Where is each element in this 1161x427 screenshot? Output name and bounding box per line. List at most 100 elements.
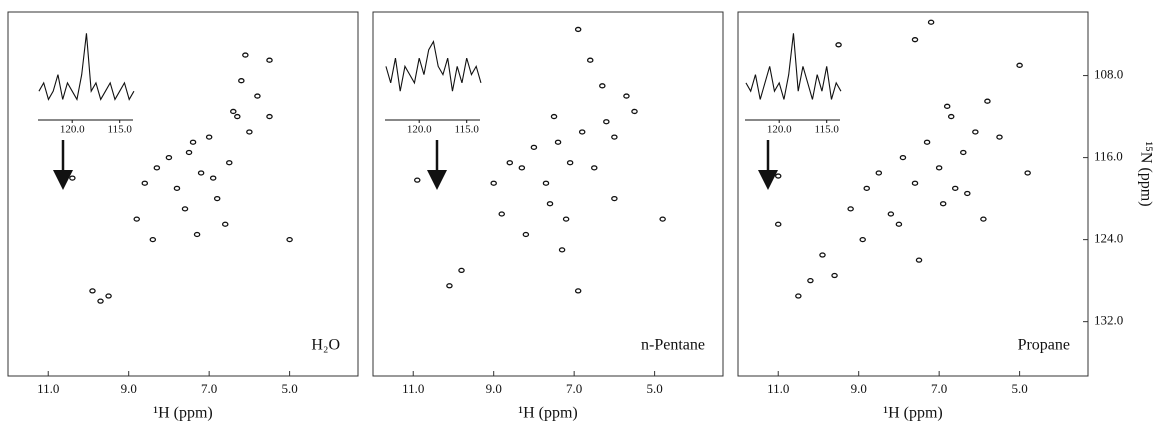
inset-tick-label: 120.0 — [407, 124, 432, 136]
peak — [927, 19, 935, 25]
x-tick-label: 7.0 — [931, 381, 947, 396]
peak — [591, 165, 598, 171]
x-tick-label: 9.0 — [486, 381, 502, 396]
peak — [230, 108, 237, 115]
peak — [133, 216, 140, 222]
peak — [611, 195, 618, 202]
peak — [899, 154, 907, 161]
peak — [458, 267, 465, 274]
peak — [542, 180, 550, 186]
peak — [631, 108, 638, 115]
peak — [185, 149, 193, 156]
peak — [238, 78, 245, 84]
peak — [935, 165, 943, 171]
peak — [819, 252, 826, 258]
peak — [89, 288, 96, 294]
peak — [911, 180, 919, 186]
peak — [562, 216, 570, 222]
peak — [254, 93, 261, 99]
peak — [875, 170, 883, 176]
inset-tick-label: 115.0 — [108, 124, 133, 136]
peak — [774, 173, 782, 179]
inset-tick-label: 115.0 — [815, 124, 840, 136]
x-tick-label: 5.0 — [646, 381, 662, 396]
y-tick-label: 116.0 — [1094, 149, 1123, 164]
peak — [859, 236, 866, 243]
peak — [964, 190, 971, 197]
peak — [972, 129, 979, 135]
inset-tick-label: 120.0 — [767, 124, 792, 136]
y-tick-label: 108.0 — [1094, 67, 1123, 82]
x-tick-label: 9.0 — [851, 381, 867, 396]
peak — [153, 165, 161, 171]
peak — [960, 149, 967, 156]
peak — [286, 236, 293, 243]
peak — [546, 201, 554, 207]
peak — [831, 272, 838, 279]
peak — [226, 160, 233, 166]
peak — [530, 144, 538, 150]
peak — [947, 113, 955, 120]
peak — [895, 221, 903, 227]
x-axis-label: ¹H (ppm) — [153, 405, 212, 422]
peak — [943, 103, 951, 109]
peak — [807, 277, 814, 284]
x-axis-label: ¹H (ppm) — [883, 405, 942, 422]
peak — [189, 139, 197, 145]
x-tick-label: 7.0 — [201, 381, 217, 396]
inset-trace — [385, 39, 482, 92]
peak — [414, 177, 421, 183]
peak — [498, 211, 505, 217]
peak — [105, 293, 112, 299]
panel-frame — [372, 11, 724, 377]
peak — [558, 247, 566, 253]
peak — [165, 154, 173, 161]
panel-frame — [737, 11, 1089, 377]
peak — [518, 165, 526, 171]
peak — [69, 175, 76, 181]
peak — [266, 113, 273, 120]
peak — [181, 206, 189, 212]
peak — [611, 134, 618, 140]
panel-label: H₂O — [311, 337, 340, 354]
peak — [996, 134, 1003, 140]
peak — [234, 113, 241, 120]
peak — [911, 37, 919, 43]
peak — [586, 57, 594, 63]
peak — [246, 129, 253, 135]
peak — [1016, 62, 1023, 68]
peak — [221, 221, 229, 227]
peak — [554, 139, 562, 145]
peak — [980, 216, 987, 222]
peak — [923, 139, 931, 145]
peak — [915, 257, 923, 263]
x-tick-label: 11.0 — [767, 381, 789, 396]
peak — [141, 180, 149, 186]
peak — [863, 185, 870, 192]
peak — [774, 221, 782, 227]
x-tick-label: 7.0 — [566, 381, 582, 396]
peak — [522, 231, 530, 238]
peak — [887, 211, 895, 217]
inset-trace — [38, 33, 135, 102]
peak — [951, 185, 959, 192]
peak — [193, 231, 201, 238]
x-tick-label: 5.0 — [1011, 381, 1027, 396]
peak — [623, 93, 630, 99]
peak — [566, 160, 574, 166]
panel-label: Propane — [1018, 337, 1070, 354]
peak — [205, 134, 213, 140]
peak — [242, 52, 249, 58]
x-axis-label: ¹H (ppm) — [518, 405, 577, 422]
peak — [550, 113, 558, 120]
y-axis-label: ¹⁵N (ppm) — [1137, 141, 1154, 206]
peak — [939, 201, 947, 207]
x-tick-label: 9.0 — [121, 381, 137, 396]
inset-trace — [745, 33, 842, 100]
inset-tick-label: 115.0 — [455, 124, 480, 136]
peak — [574, 26, 582, 33]
peak — [659, 216, 666, 222]
peak — [209, 175, 217, 181]
x-tick-label: 11.0 — [402, 381, 424, 396]
